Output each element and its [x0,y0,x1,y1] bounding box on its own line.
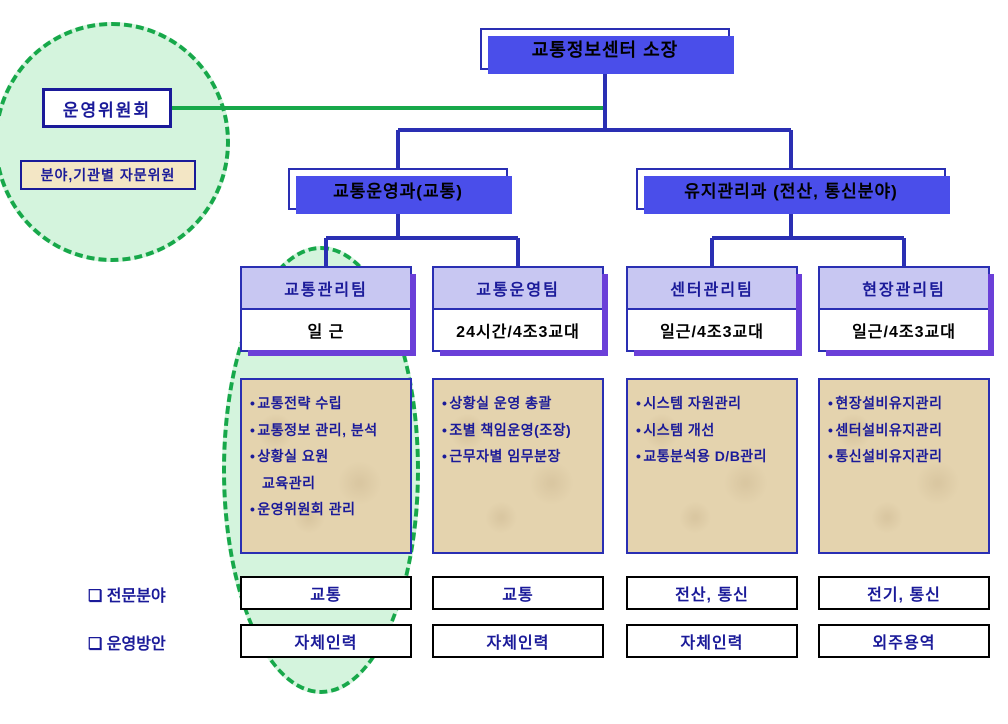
team-2-shift: 24시간/4조3교대 [434,310,602,350]
team-box-3: 센터관리팀 일근/4조3교대 [626,266,798,352]
side-label-specialty: 전문분야 [88,582,166,606]
team-1-task-2: 상황실 요원 [250,443,402,470]
team-1-task-1: 교통정보 관리, 분석 [250,417,402,444]
team-4-method-text: 외주용역 [873,629,936,653]
steering-committee-box: 운영위원회 [42,88,172,128]
team-box-4: 현장관리팀 일근/4조3교대 [818,266,990,352]
team-box-2: 교통운영팀 24시간/4조3교대 [432,266,604,352]
team-4-specialty-text: 전기, 통신 [867,581,941,605]
team-1-shift: 일 근 [242,310,410,350]
root-director-label: 교통정보센터 소장 [532,36,678,62]
team-3-tasks: 시스템 자원관리 시스템 개선 교통분석용 D/B관리 [626,378,798,554]
team-1-method: 자체인력 [240,624,412,658]
team-2-name: 교통운영팀 [434,268,602,310]
team-1-tasks: 교통전략 수립 교통정보 관리, 분석 상황실 요원 교육관리 운영위원회 관리 [240,378,412,554]
team-1-name: 교통관리팀 [242,268,410,310]
root-director-box: 교통정보센터 소장 [480,28,730,70]
team-1-task-4: 운영위원회 관리 [250,496,402,523]
team-2-tasks: 상황실 운영 총괄 조별 책임운영(조장) 근무자별 임무분장 [432,378,604,554]
side-label-specialty-text: 전문분야 [107,588,166,605]
team-4-task-2: 통신설비유지관리 [828,443,980,470]
team-3-method-text: 자체인력 [681,629,744,653]
team-1-specialty-text: 교통 [310,581,341,605]
team-3-shift: 일근/4조3교대 [628,310,796,350]
committee-highlight-ellipse [0,22,230,262]
team-3-name: 센터관리팀 [628,268,796,310]
side-label-method-text: 운영방안 [107,636,166,653]
team-1-specialty: 교통 [240,576,412,610]
team-2-method-text: 자체인력 [487,629,550,653]
team-2-specialty: 교통 [432,576,604,610]
advisor-label: 분야,기관별 자문위원 [41,165,176,185]
team-2-specialty-text: 교통 [502,581,533,605]
team-1-method-text: 자체인력 [295,629,358,653]
side-label-method: 운영방안 [88,630,166,654]
team-4-task-0: 현장설비유지관리 [828,390,980,417]
team-3-specialty: 전산, 통신 [626,576,798,610]
team-4-method: 외주용역 [818,624,990,658]
team-2-task-1: 조별 책임운영(조장) [442,417,594,444]
team-4-specialty: 전기, 통신 [818,576,990,610]
steering-committee-label: 운영위원회 [63,96,151,121]
team-1-task-3: 교육관리 [250,470,402,497]
team-1-task-0: 교통전략 수립 [250,390,402,417]
team-3-method: 자체인력 [626,624,798,658]
team-3-specialty-text: 전산, 통신 [675,581,749,605]
team-3-task-0: 시스템 자원관리 [636,390,788,417]
dept-traffic-ops-label: 교통운영과(교통) [333,177,463,202]
dept-maintenance-label: 유지관리과 (전산, 통신분야) [684,177,898,202]
team-3-task-2: 교통분석용 D/B관리 [636,443,788,470]
team-2-method: 자체인력 [432,624,604,658]
team-3-task-1: 시스템 개선 [636,417,788,444]
team-box-1: 교통관리팀 일 근 [240,266,412,352]
team-4-shift: 일근/4조3교대 [820,310,988,350]
team-4-tasks: 현장설비유지관리 센터설비유지관리 통신설비유지관리 [818,378,990,554]
dept-maintenance: 유지관리과 (전산, 통신분야) [636,168,946,210]
team-4-name: 현장관리팀 [820,268,988,310]
team-4-task-1: 센터설비유지관리 [828,417,980,444]
team-2-task-2: 근무자별 임무분장 [442,443,594,470]
advisor-box: 분야,기관별 자문위원 [20,160,196,190]
dept-traffic-ops: 교통운영과(교통) [288,168,508,210]
team-2-task-0: 상황실 운영 총괄 [442,390,594,417]
